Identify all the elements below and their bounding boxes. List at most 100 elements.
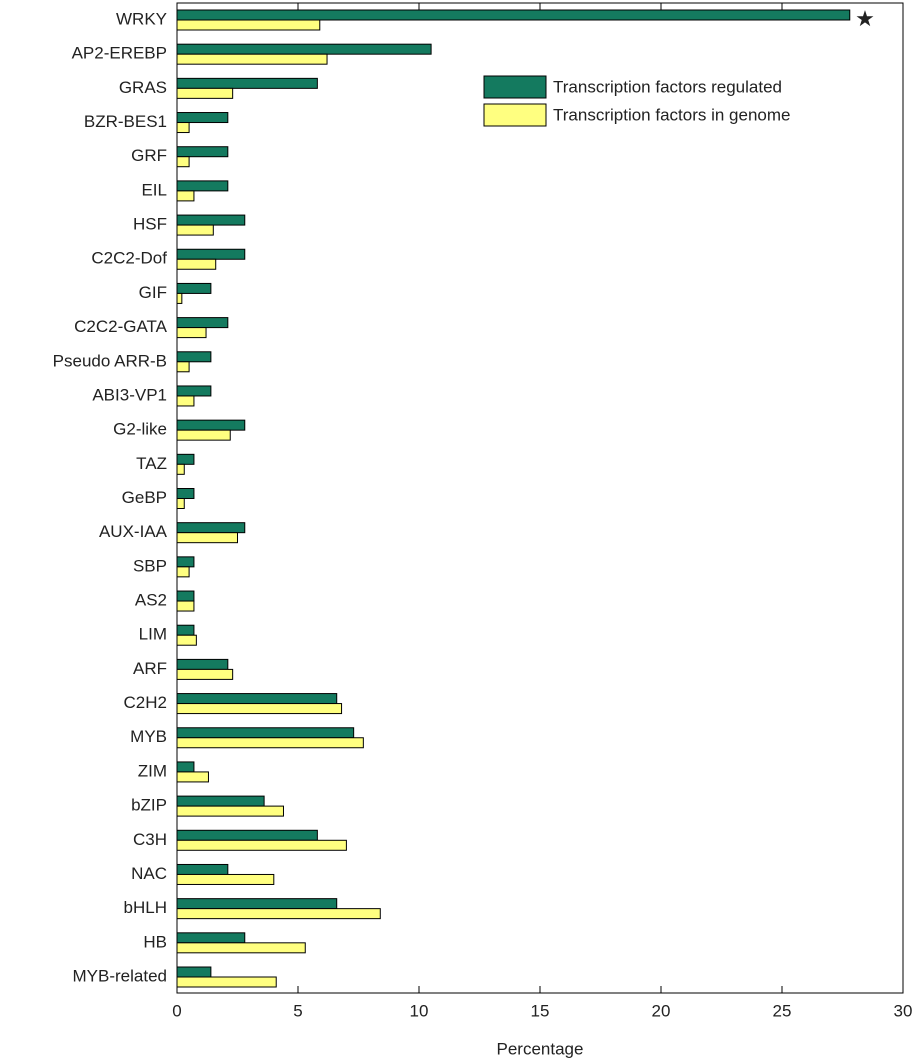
bar — [176, 351, 212, 363]
bar — [176, 829, 318, 841]
bar — [176, 590, 195, 602]
annotation: ★ — [855, 6, 875, 31]
y-tick-label: AS2 — [135, 591, 167, 610]
legend-swatch — [483, 75, 547, 99]
y-tick-label: bZIP — [131, 796, 167, 815]
bar — [176, 693, 338, 705]
bar — [176, 282, 212, 294]
bar — [176, 122, 190, 134]
bar — [176, 942, 306, 954]
y-tick-label: BZR-BES1 — [84, 112, 167, 131]
y-tick-label: Pseudo ARR-B — [53, 351, 167, 370]
bar — [176, 976, 277, 988]
y-tick-label: ABI3-VP1 — [92, 385, 167, 404]
bar — [176, 658, 229, 670]
x-tick-label: 30 — [894, 1001, 913, 1020]
y-tick-label: C2C2-GATA — [74, 317, 168, 336]
y-tick-label: bHLH — [124, 898, 167, 917]
bar — [176, 805, 284, 817]
bar — [176, 488, 195, 499]
x-axis-label: Percentage — [497, 1039, 584, 1058]
bar — [176, 761, 195, 773]
bar — [176, 624, 195, 636]
x-tick-label: 15 — [531, 1001, 550, 1020]
bar — [176, 498, 185, 509]
bar — [176, 156, 190, 168]
bar — [176, 908, 381, 920]
y-tick-label: GRAS — [119, 78, 167, 97]
bar — [176, 190, 195, 202]
bar — [176, 668, 234, 680]
bar — [176, 361, 190, 373]
y-tick-label: AUX-IAA — [99, 522, 168, 541]
bar — [176, 932, 246, 944]
bar — [176, 419, 246, 431]
y-tick-label: HB — [143, 932, 167, 951]
y-tick-label: WRKY — [116, 9, 167, 28]
bar — [176, 385, 212, 397]
y-tick-label: C2H2 — [124, 693, 167, 712]
y-tick-label: AP2-EREBP — [72, 44, 167, 63]
bar — [176, 327, 207, 339]
y-tick-label: GeBP — [122, 488, 167, 507]
bar — [176, 453, 195, 465]
bar — [176, 53, 328, 65]
bar — [176, 566, 190, 578]
y-tick-label: GRF — [131, 146, 167, 165]
bar — [176, 87, 234, 99]
bar — [176, 873, 275, 885]
bar — [176, 795, 265, 807]
legend-label: Transcription factors in genome — [553, 105, 790, 124]
y-tick-label: GIF — [139, 283, 167, 302]
x-tick-label: 20 — [652, 1001, 671, 1020]
bar — [176, 532, 238, 544]
bar — [176, 727, 355, 739]
x-tick-label: 0 — [172, 1001, 181, 1020]
y-tick-label: TAZ — [136, 454, 167, 473]
bar — [176, 317, 229, 329]
bar — [176, 839, 347, 851]
bar — [176, 771, 209, 783]
bar — [176, 214, 246, 226]
bar — [176, 258, 217, 270]
bar — [176, 112, 229, 124]
y-tick-label: C3H — [133, 830, 167, 849]
y-tick-label: LIM — [139, 625, 167, 644]
y-tick-label: SBP — [133, 556, 167, 575]
y-tick-label: ARF — [133, 659, 167, 678]
y-tick-label: HSF — [133, 215, 167, 234]
bar — [176, 224, 214, 236]
bar — [176, 634, 197, 646]
y-tick-label: ZIM — [138, 761, 167, 780]
x-tick-label: 25 — [773, 1001, 792, 1020]
y-tick-label: G2-like — [113, 420, 167, 439]
y-tick-label: NAC — [131, 864, 167, 883]
x-tick-label: 10 — [410, 1001, 429, 1020]
bar — [176, 248, 246, 260]
bar — [176, 43, 432, 55]
bar — [176, 966, 212, 978]
legend-label: Transcription factors regulated — [553, 77, 782, 96]
legend-swatch — [483, 103, 547, 127]
bar — [176, 463, 185, 475]
bar — [176, 395, 195, 407]
y-tick-label: MYB-related — [73, 966, 167, 985]
bar — [176, 522, 246, 534]
bar — [176, 703, 343, 715]
bar — [176, 600, 195, 612]
bar — [176, 863, 229, 875]
bar — [176, 429, 231, 441]
bar — [176, 737, 364, 749]
bar — [176, 292, 183, 304]
bar — [176, 146, 229, 158]
y-tick-label: MYB — [130, 727, 167, 746]
bar — [176, 180, 229, 192]
y-tick-label: C2C2-Dof — [91, 249, 167, 268]
bar — [176, 9, 851, 21]
bar — [176, 898, 338, 910]
bar — [176, 77, 318, 89]
bar — [176, 19, 321, 31]
y-tick-label: EIL — [141, 180, 167, 199]
x-tick-label: 5 — [293, 1001, 302, 1020]
